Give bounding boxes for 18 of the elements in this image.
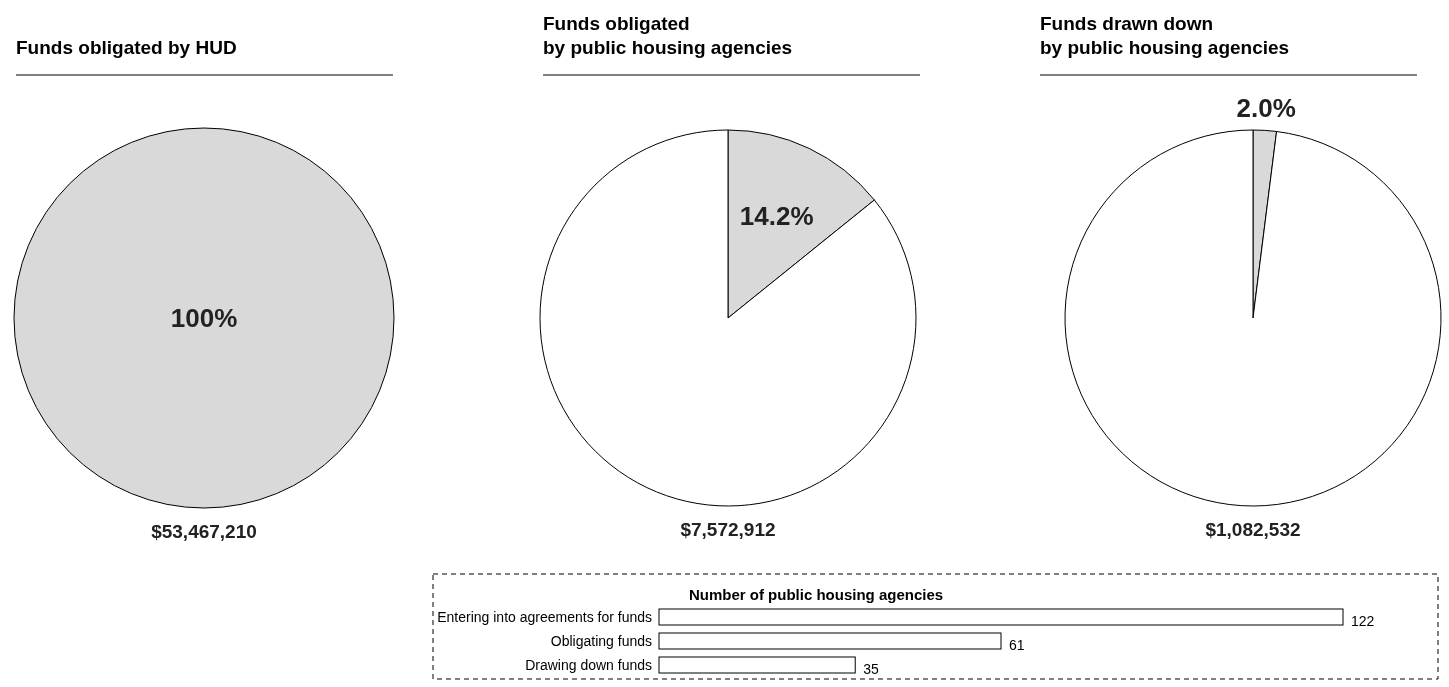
y-tick-label: Obligating funds [550,633,652,649]
data-label: 2.0% [1236,93,1296,124]
y-tick-label: Entering into agreements for funds [437,609,652,625]
text: $53,467,210 [151,521,257,542]
pie-slice [1064,129,1442,507]
chart-title: Funds drawn down by public housing agencies [1040,13,1290,58]
data-label: 61 [1009,637,1025,653]
data-label: 14.2% [739,201,814,232]
chart-title: Funds obligated by HUD [16,37,237,58]
text: $1,082,532 [1205,519,1301,540]
text: $7,572,912 [680,519,776,540]
y-tick-label: Drawing down funds [525,657,652,673]
data-label: 35 [863,661,880,677]
data-label: 122 [1351,613,1375,629]
chart-title: Funds obligated by public housing agencies [543,13,793,58]
data-label: 100% [170,303,238,333]
pie-slice [539,129,917,507]
chart-title: Number of public housing agencies [688,586,944,603]
